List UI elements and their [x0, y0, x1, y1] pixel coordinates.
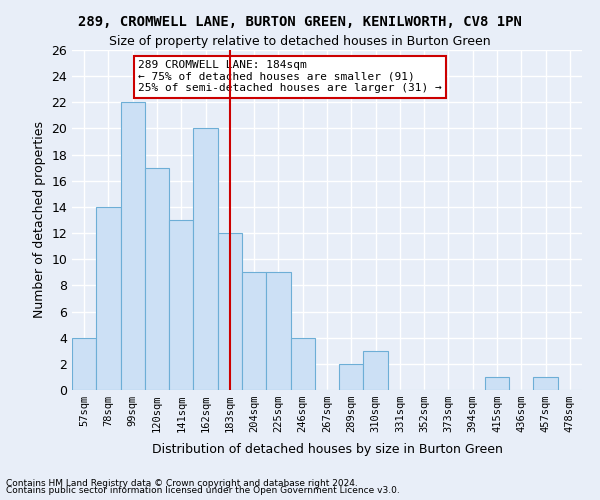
Bar — [169, 220, 193, 390]
Bar — [218, 233, 242, 390]
Text: Contains HM Land Registry data © Crown copyright and database right 2024.: Contains HM Land Registry data © Crown c… — [6, 478, 358, 488]
Bar — [485, 377, 509, 390]
Bar — [242, 272, 266, 390]
Bar — [533, 377, 558, 390]
Text: 289, CROMWELL LANE, BURTON GREEN, KENILWORTH, CV8 1PN: 289, CROMWELL LANE, BURTON GREEN, KENILW… — [78, 15, 522, 29]
Bar — [364, 351, 388, 390]
Y-axis label: Number of detached properties: Number of detached properties — [33, 122, 46, 318]
Bar — [266, 272, 290, 390]
Bar — [96, 207, 121, 390]
Bar — [290, 338, 315, 390]
Text: Size of property relative to detached houses in Burton Green: Size of property relative to detached ho… — [109, 35, 491, 48]
Bar — [339, 364, 364, 390]
X-axis label: Distribution of detached houses by size in Burton Green: Distribution of detached houses by size … — [152, 444, 502, 456]
Bar — [145, 168, 169, 390]
Bar — [72, 338, 96, 390]
Text: 289 CROMWELL LANE: 184sqm
← 75% of detached houses are smaller (91)
25% of semi-: 289 CROMWELL LANE: 184sqm ← 75% of detac… — [139, 60, 442, 94]
Bar — [193, 128, 218, 390]
Text: Contains public sector information licensed under the Open Government Licence v3: Contains public sector information licen… — [6, 486, 400, 495]
Bar — [121, 102, 145, 390]
